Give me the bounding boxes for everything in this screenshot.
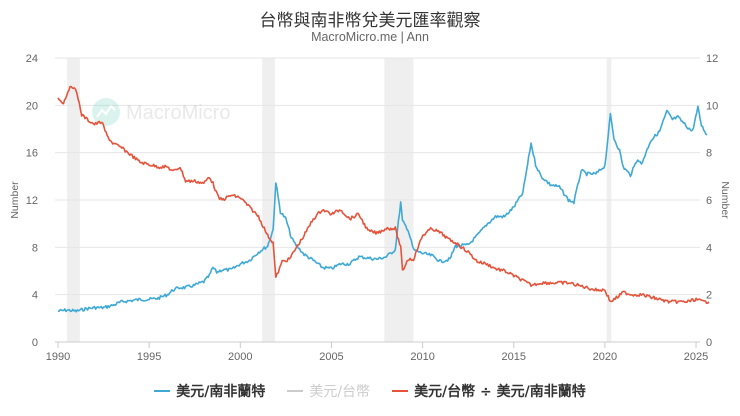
y-right-tick-label: 10 — [706, 100, 718, 112]
legend-label: 美元/南非蘭特 — [176, 384, 266, 400]
legend-line-icon — [392, 390, 409, 392]
y-left-tick-label: 4 — [32, 290, 38, 302]
x-tick-label: 2010 — [410, 351, 434, 363]
y-left-tick-label: 0 — [32, 337, 38, 349]
series-lines — [57, 85, 710, 313]
watermark-text: MacroMicro — [126, 102, 230, 124]
y-right-tick-label: 8 — [706, 148, 712, 160]
y-axis-right-title: Number — [719, 181, 731, 219]
y-right-tick-label: 12 — [706, 53, 718, 65]
legend-line-icon — [154, 390, 171, 392]
x-tick-label: 2020 — [593, 351, 617, 363]
legend: 美元/南非蘭特 美元/台幣 美元/台幣 ÷ 美元/南非蘭特 — [0, 381, 740, 401]
chart-subtitle: MacroMicro.me | Ann — [311, 30, 429, 44]
y-right-tick-label: 6 — [706, 195, 712, 207]
y-left-tick-label: 20 — [26, 100, 38, 112]
watermark: MacroMicro — [92, 98, 230, 126]
x-axis: 1990 1995 2000 2005 2010 2015 2020 2025 — [46, 341, 708, 363]
y-left-tick-label: 12 — [26, 195, 38, 207]
y-axis-left: 0 4 8 12 16 20 24 — [26, 53, 38, 349]
legend-line-icon — [287, 390, 304, 392]
series-line — [57, 85, 710, 305]
logo-chart-icon — [96, 104, 116, 118]
grid-lines — [55, 57, 700, 343]
y-axis-left-title: Number — [9, 181, 21, 219]
macromicro-logo-icon — [92, 98, 120, 126]
legend-item-usd-zar[interactable]: 美元/南非蘭特 — [154, 381, 265, 401]
chart-title: 台幣與南非幣兌美元匯率觀察 — [259, 11, 481, 31]
y-left-tick-label: 8 — [32, 242, 38, 254]
y-left-tick-label: 24 — [26, 53, 38, 65]
y-axis-right: 0 2 4 6 8 10 12 — [706, 53, 718, 349]
x-tick-label: 1990 — [46, 351, 70, 363]
y-right-tick-label: 2 — [706, 290, 712, 302]
x-tick-label: 1995 — [137, 351, 161, 363]
y-right-tick-label: 0 — [706, 337, 712, 349]
legend-label: 美元/台幣 — [309, 384, 371, 400]
x-tick-label: 2015 — [502, 351, 526, 363]
legend-item-usd-twd[interactable]: 美元/台幣 — [287, 381, 370, 401]
x-tick-label: 2005 — [319, 351, 343, 363]
y-left-tick-label: 16 — [26, 148, 38, 160]
series-line — [57, 105, 708, 313]
legend-item-ratio[interactable]: 美元/台幣 ÷ 美元/南非蘭特 — [392, 381, 586, 401]
x-tick-label: 2000 — [228, 351, 252, 363]
legend-label: 美元/台幣 ÷ 美元/南非蘭特 — [414, 384, 586, 400]
x-tick-label: 2025 — [684, 351, 708, 363]
y-right-tick-label: 4 — [706, 242, 712, 254]
